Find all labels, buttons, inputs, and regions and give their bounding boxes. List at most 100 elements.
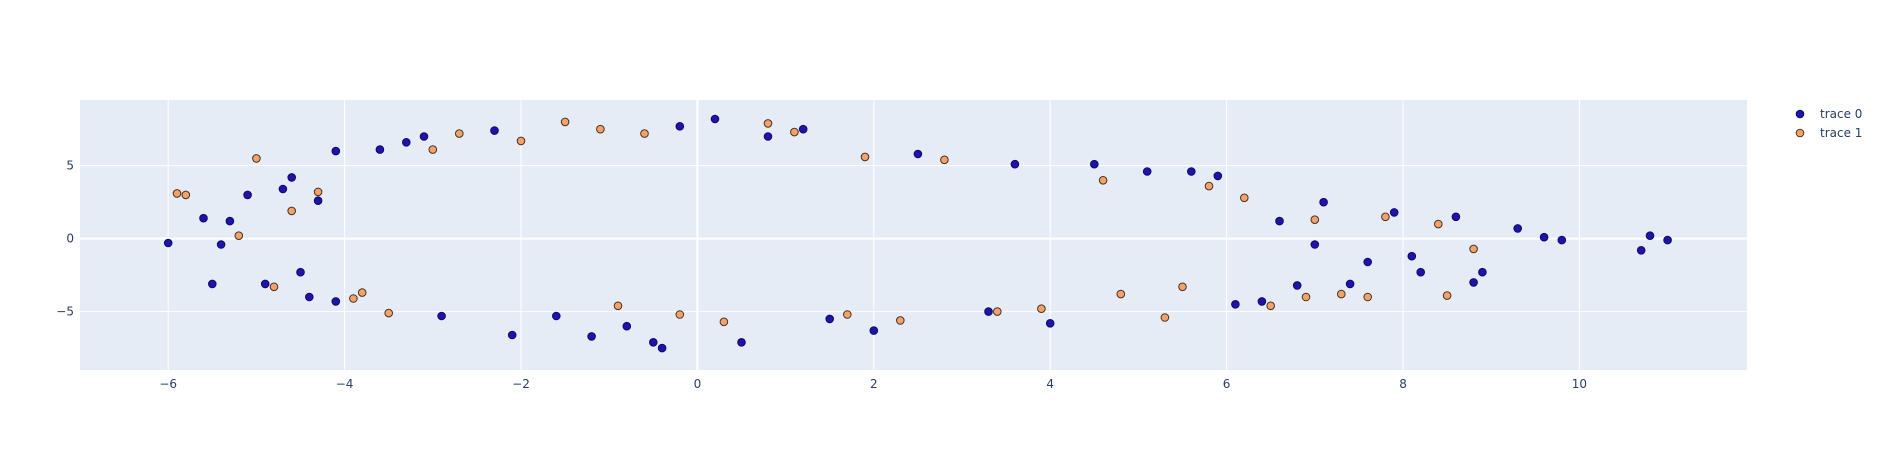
data-points <box>163 114 1672 353</box>
data-point <box>763 119 773 128</box>
data-point <box>1337 289 1346 299</box>
data-point <box>287 206 297 216</box>
data-point <box>331 146 341 156</box>
data-point <box>843 310 852 319</box>
x-tick-label: −2 <box>512 377 530 391</box>
y-axis-ticks: −5 0 5 <box>56 159 74 319</box>
data-point <box>357 288 367 297</box>
y-tick-label: 5 <box>66 159 74 173</box>
x-tick-label: 2 <box>870 377 878 391</box>
legend-item-trace-1[interactable]: trace 1 <box>1795 126 1862 140</box>
data-point <box>384 308 394 318</box>
data-point <box>313 196 323 205</box>
data-point <box>622 321 632 331</box>
data-point <box>260 279 270 289</box>
data-point <box>1469 244 1478 254</box>
legend[interactable]: trace 0 trace 1 <box>1795 107 1862 140</box>
data-point <box>208 279 217 289</box>
data-point <box>763 132 773 141</box>
data-point <box>181 190 191 200</box>
y-tick-label: 0 <box>66 232 74 246</box>
data-point <box>790 127 799 137</box>
plot-area <box>80 100 1747 370</box>
data-point <box>896 316 905 325</box>
legend-marker-trace-0 <box>1795 109 1805 119</box>
data-point <box>1319 197 1328 207</box>
data-point <box>278 184 288 194</box>
data-point <box>737 338 746 347</box>
data-point <box>1090 159 1099 169</box>
data-point <box>1407 251 1417 261</box>
data-point <box>1636 246 1646 255</box>
x-tick-label: 6 <box>1223 377 1231 391</box>
data-point <box>1292 281 1302 290</box>
x-axis-ticks: −6 −4 −2 0 2 4 6 8 10 <box>159 377 1587 391</box>
data-point <box>1645 231 1655 240</box>
legend-label-trace-0: trace 0 <box>1820 107 1862 121</box>
data-point <box>225 216 235 226</box>
data-point <box>596 124 605 134</box>
data-point <box>402 138 411 147</box>
data-point <box>675 310 685 319</box>
data-point <box>1010 159 1020 169</box>
data-point <box>1116 289 1126 299</box>
data-point <box>1513 224 1522 233</box>
data-point <box>1663 235 1672 245</box>
x-tick-label: 0 <box>694 377 702 391</box>
data-point <box>552 311 561 321</box>
series-trace-0 <box>163 114 1672 353</box>
data-point <box>1275 216 1284 226</box>
data-point <box>199 213 208 223</box>
data-point <box>649 338 658 347</box>
data-point <box>675 122 685 131</box>
data-point <box>1469 278 1478 287</box>
data-point <box>516 136 526 146</box>
data-point <box>490 126 499 135</box>
data-point <box>1442 291 1452 300</box>
data-point <box>252 154 261 163</box>
data-point <box>1478 267 1487 277</box>
data-point <box>587 332 596 341</box>
data-point <box>234 231 244 240</box>
data-point <box>640 129 649 138</box>
data-point <box>1240 193 1249 203</box>
data-point <box>1204 181 1214 191</box>
data-point <box>1363 257 1372 267</box>
data-point <box>869 326 879 335</box>
data-point <box>1266 301 1275 311</box>
data-point <box>1301 292 1311 302</box>
data-point <box>913 149 923 159</box>
data-point <box>1037 304 1046 314</box>
data-point <box>349 294 358 303</box>
series-trace-1 <box>172 117 1478 327</box>
data-point <box>1187 167 1196 176</box>
data-point <box>1363 292 1372 302</box>
data-point <box>1310 215 1320 224</box>
data-point <box>1389 208 1399 217</box>
data-point <box>657 343 667 353</box>
data-point <box>305 292 314 302</box>
data-point <box>437 311 446 321</box>
data-point <box>1045 319 1055 328</box>
data-point <box>940 155 949 165</box>
data-point <box>507 330 517 340</box>
data-point <box>1345 279 1355 289</box>
legend-item-trace-0[interactable]: trace 0 <box>1795 107 1862 121</box>
data-point <box>163 238 173 248</box>
data-point <box>172 189 182 198</box>
data-point <box>419 132 429 141</box>
x-tick-label: 8 <box>1399 377 1407 391</box>
data-point <box>428 145 438 154</box>
data-point <box>993 307 1002 316</box>
data-point <box>243 190 252 200</box>
data-point <box>1160 313 1170 322</box>
data-point <box>719 317 729 327</box>
data-point <box>613 301 623 311</box>
data-point <box>1257 297 1267 306</box>
data-point <box>1213 171 1223 181</box>
data-point <box>1231 300 1240 309</box>
data-point <box>331 297 341 306</box>
data-point <box>1310 240 1320 249</box>
x-tick-label: −6 <box>159 377 177 391</box>
